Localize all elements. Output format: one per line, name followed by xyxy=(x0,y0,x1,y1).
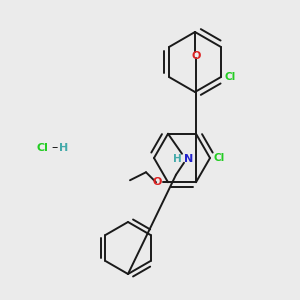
Text: O: O xyxy=(191,51,201,61)
Text: Cl: Cl xyxy=(225,72,236,82)
Text: O: O xyxy=(153,177,162,187)
Text: H: H xyxy=(59,143,69,153)
Text: Cl: Cl xyxy=(36,143,48,153)
Text: –: – xyxy=(52,142,58,154)
Text: H: H xyxy=(172,154,182,164)
Text: N: N xyxy=(184,154,193,164)
Text: Cl: Cl xyxy=(214,153,225,163)
